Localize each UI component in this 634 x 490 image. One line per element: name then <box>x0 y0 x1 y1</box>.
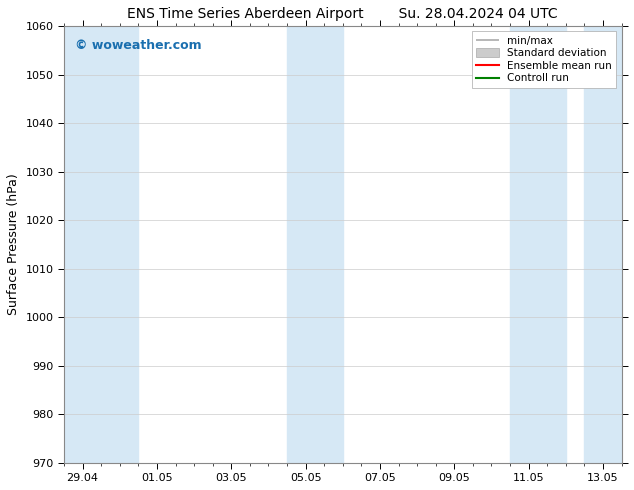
Bar <box>585 26 621 463</box>
Legend: min/max, Standard deviation, Ensemble mean run, Controll run: min/max, Standard deviation, Ensemble me… <box>472 31 616 88</box>
Bar <box>287 26 343 463</box>
Y-axis label: Surface Pressure (hPa): Surface Pressure (hPa) <box>7 173 20 316</box>
Bar <box>510 26 566 463</box>
Text: © woweather.com: © woweather.com <box>75 39 202 52</box>
Title: ENS Time Series Aberdeen Airport        Su. 28.04.2024 04 UTC: ENS Time Series Aberdeen Airport Su. 28.… <box>127 7 558 21</box>
Bar <box>64 26 138 463</box>
